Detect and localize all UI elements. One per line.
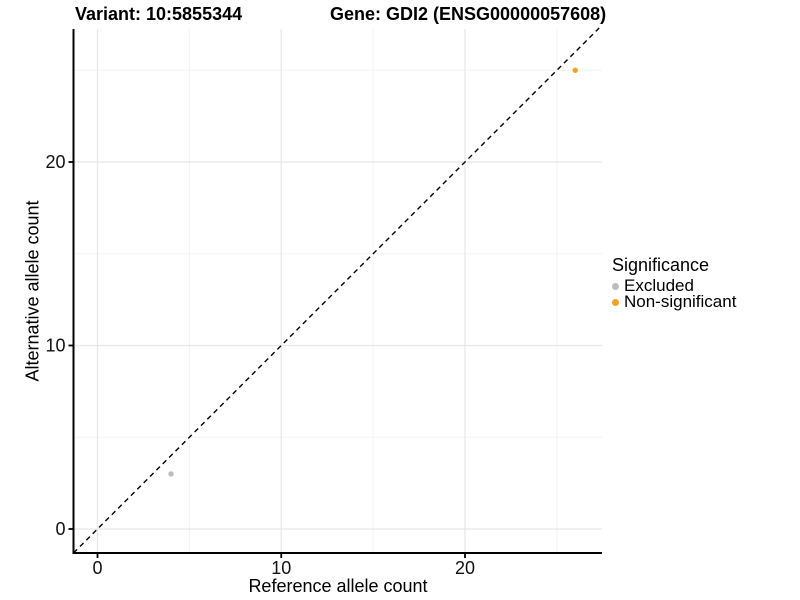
- legend-dot-excluded-icon: [612, 282, 619, 290]
- y-tick-label: 20: [45, 152, 65, 172]
- legend-title: Significance: [612, 255, 710, 275]
- y-axis-label: Alternative allele count: [22, 200, 43, 382]
- x-tick-label: 20: [455, 558, 475, 578]
- x-tick-label: 0: [92, 558, 102, 578]
- data-point-excluded: [168, 471, 174, 477]
- legend: Significance Excluded Non-significant: [612, 255, 736, 310]
- x-tick-label: 10: [271, 558, 291, 578]
- legend-item-non-significant: Non-significant: [612, 292, 737, 311]
- y-tick-label: 10: [45, 336, 65, 356]
- legend-item-excluded: Excluded: [612, 276, 736, 295]
- x-axis-label: Reference allele count: [248, 576, 428, 596]
- legend-label-non-significant: Non-significant: [624, 292, 737, 311]
- plot-title-gene: Gene: GDI2 (ENSG00000057608): [330, 4, 607, 24]
- legend-label-excluded: Excluded: [624, 276, 694, 295]
- plot-title-variant: Variant: 10:5855344: [75, 4, 243, 24]
- legend-dot-non-significant-icon: [612, 298, 619, 306]
- data-point-non-significant: [572, 67, 578, 73]
- y-tick-label: 0: [55, 519, 65, 539]
- identity-dashed-line: [73, 27, 600, 554]
